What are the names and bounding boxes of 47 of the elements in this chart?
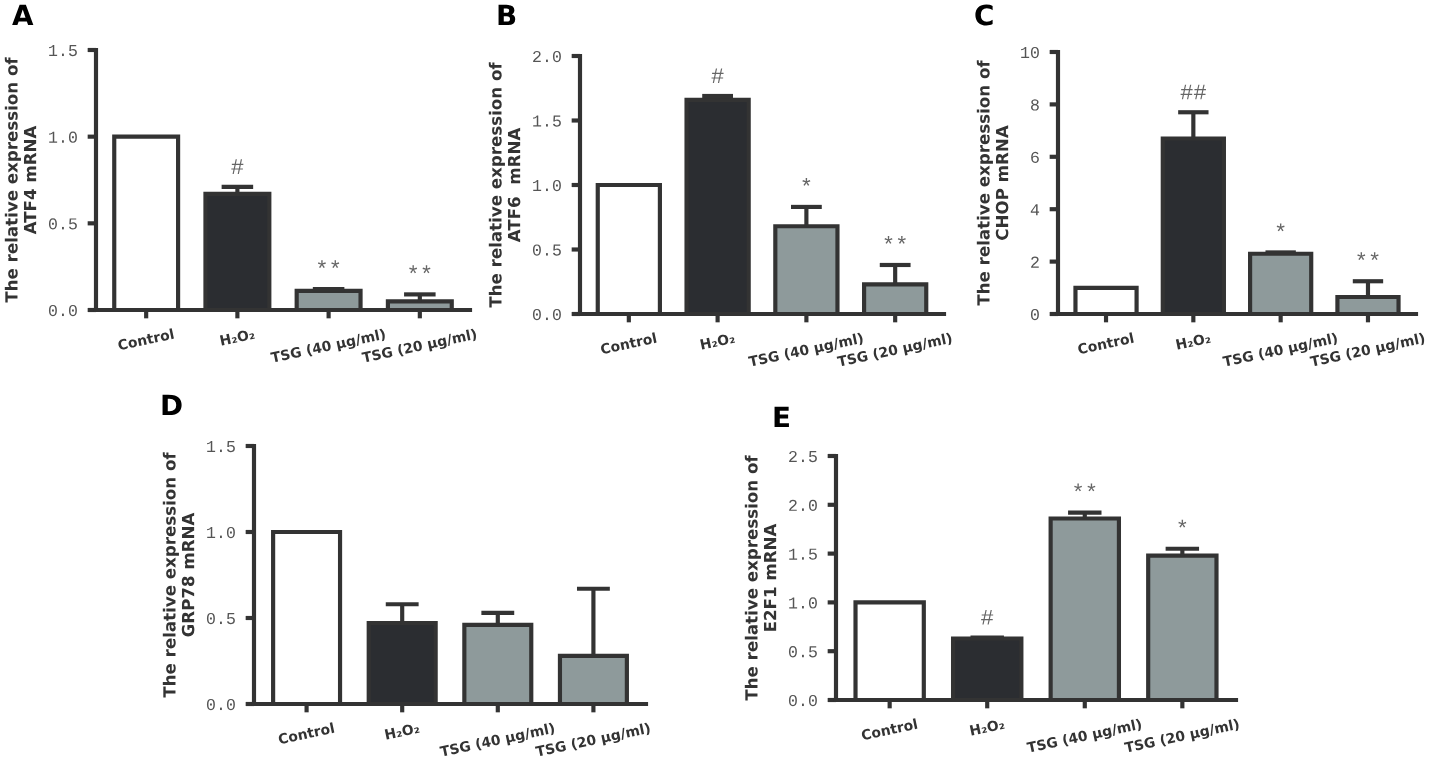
y-tick-label: 0.0 xyxy=(788,694,817,707)
y-tick-label: 0.5 xyxy=(206,612,235,625)
y-axis-title: The relative expression of ATF6 mRNA xyxy=(488,62,521,308)
y-tick-label: 2.5 xyxy=(789,450,817,463)
y-axis-title: The relative expression of CHOP mRNA xyxy=(976,60,1009,306)
y-tick-label: 0.0 xyxy=(206,698,235,711)
annotation: * xyxy=(1178,519,1187,528)
y-axis-title: The relative expression of GRP78 mRNA xyxy=(162,452,195,698)
annotation: ** xyxy=(1357,252,1379,261)
annotation: ** xyxy=(317,260,340,268)
y-tick-label: 0 xyxy=(1030,308,1039,321)
y-tick-label: 1.0 xyxy=(533,179,561,192)
annotation: * xyxy=(802,177,811,186)
y-tick-label: 1.5 xyxy=(207,441,235,453)
y-tick-label: 0.5 xyxy=(532,244,561,256)
chart-title: B xyxy=(498,4,516,26)
chart-title: D xyxy=(162,394,182,416)
annotation: ## xyxy=(1180,84,1206,100)
annotation: # xyxy=(981,609,994,625)
y-axis-title: The relative expression of E2F1 mRNA xyxy=(744,455,777,701)
annotation: ** xyxy=(1074,483,1096,492)
y-tick-label: 4 xyxy=(1030,204,1040,216)
y-axis-title: The relative expression of ATF4 mRNA xyxy=(4,57,37,303)
y-tick-label: 2 xyxy=(1031,256,1039,268)
annotation: * xyxy=(1276,223,1285,232)
y-tick-label: 1.0 xyxy=(207,526,235,539)
annotation: ** xyxy=(884,235,906,244)
chart-title: A xyxy=(12,4,34,26)
y-tick-label: 2.0 xyxy=(533,50,561,63)
y-tick-label: 1.5 xyxy=(533,115,561,127)
annotation: ** xyxy=(409,265,431,274)
y-tick-label: 1.0 xyxy=(789,597,817,609)
y-tick-label: 1.5 xyxy=(789,548,817,560)
y-tick-label: 0.5 xyxy=(48,218,77,230)
y-tick-label: 8 xyxy=(1031,99,1039,111)
y-tick-label: 0.0 xyxy=(532,308,561,321)
y-tick-label: 1.5 xyxy=(49,45,77,57)
y-tick-label: 6 xyxy=(1031,151,1039,163)
y-tick-label: 2.0 xyxy=(789,499,817,511)
y-tick-label: 0.0 xyxy=(48,304,77,317)
chart-title: C xyxy=(975,4,993,26)
annotation: # xyxy=(231,159,244,174)
y-tick-label: 0.5 xyxy=(788,646,817,658)
annotation: # xyxy=(711,68,724,84)
y-tick-label: 1.0 xyxy=(49,131,77,143)
y-tick-label: 10 xyxy=(1021,46,1039,59)
chart-title: E xyxy=(774,406,789,428)
